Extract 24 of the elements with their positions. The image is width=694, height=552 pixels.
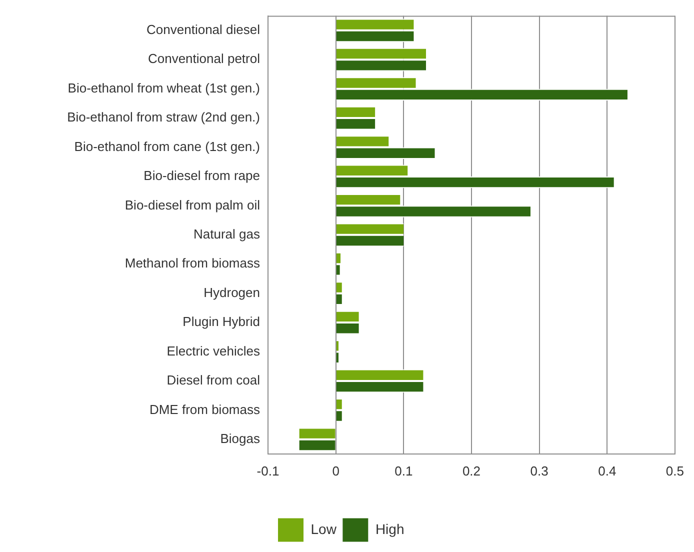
x-tick-label: -0.1 [256, 463, 280, 478]
y-tick-label: Hydrogen [204, 284, 260, 300]
legend-label: High [375, 520, 404, 537]
y-tick-label: Biogas [220, 430, 260, 446]
y-tick-label: Conventional petrol [148, 51, 260, 66]
x-tick-label: 0.2 [462, 463, 481, 478]
y-tick-label: Electric vehicles [166, 343, 260, 358]
y-tick-label: Methanol from biomass [124, 256, 260, 271]
y-tick-label: Conventional diesel [146, 22, 260, 37]
y-tick-label: Natural gas [194, 226, 260, 242]
y-tick-label: Bio-ethanol from straw (2nd gen.) [67, 110, 260, 125]
y-tick-label: Diesel from coal [166, 372, 260, 388]
x-tick-label: 0.4 [598, 463, 616, 478]
y-tick-label: Bio-diesel from palm oil [124, 197, 260, 212]
y-tick-label: Bio-diesel from rape [144, 168, 260, 184]
y-tick-label: DME from biomass [149, 402, 260, 417]
x-tick-label: 0 [332, 463, 340, 478]
x-tick-label: 0.1 [394, 463, 413, 478]
x-tick-label: 0.5 [666, 463, 684, 478]
y-tick-label: Bio-ethanol from cane (1st gen.) [74, 138, 260, 154]
y-tick-label: Plugin Hybrid [182, 314, 260, 330]
x-tick-label: 0.3 [530, 463, 548, 478]
legend-label: Low [310, 520, 338, 537]
y-tick-label: Bio-ethanol from wheat (1st gen.) [68, 80, 260, 96]
